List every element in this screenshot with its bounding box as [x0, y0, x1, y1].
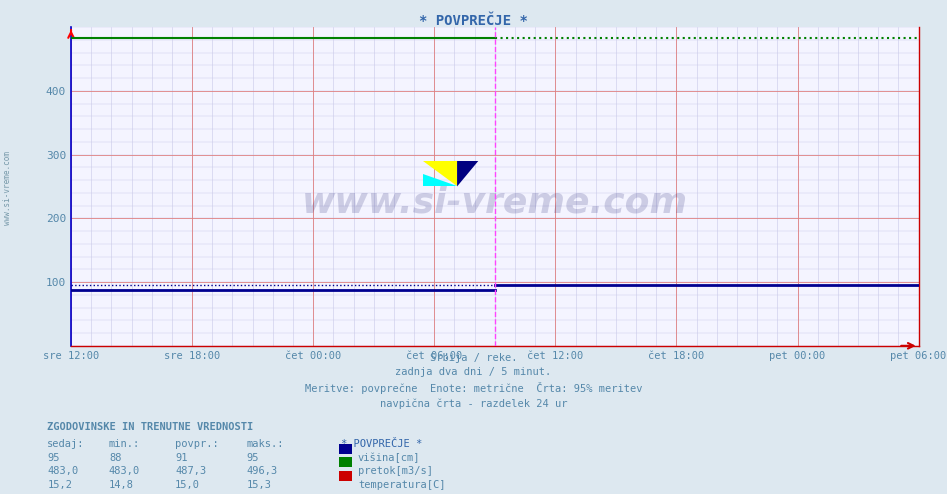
Text: sedaj:: sedaj: [47, 439, 85, 449]
Text: 487,3: 487,3 [175, 466, 206, 476]
Text: 15,2: 15,2 [47, 480, 72, 490]
Text: 88: 88 [109, 453, 121, 463]
Text: 95: 95 [246, 453, 259, 463]
Polygon shape [457, 161, 478, 186]
Text: višina[cm]: višina[cm] [358, 453, 420, 463]
Text: povpr.:: povpr.: [175, 439, 219, 449]
Text: Srbija / reke.
zadnja dva dni / 5 minut.
Meritve: povprečne  Enote: metrične  Čr: Srbija / reke. zadnja dva dni / 5 minut.… [305, 353, 642, 409]
Polygon shape [423, 174, 457, 186]
Text: 496,3: 496,3 [246, 466, 277, 476]
Text: min.:: min.: [109, 439, 140, 449]
Text: 95: 95 [47, 453, 60, 463]
Text: maks.:: maks.: [246, 439, 284, 449]
Text: ZGODOVINSKE IN TRENUTNE VREDNOSTI: ZGODOVINSKE IN TRENUTNE VREDNOSTI [47, 422, 254, 432]
Text: temperatura[C]: temperatura[C] [358, 480, 445, 490]
Text: * POVPREČJE *: * POVPREČJE * [420, 14, 527, 28]
Polygon shape [423, 161, 457, 186]
Text: 483,0: 483,0 [109, 466, 140, 476]
Text: 15,0: 15,0 [175, 480, 200, 490]
Text: 14,8: 14,8 [109, 480, 134, 490]
Text: * POVPREČJE *: * POVPREČJE * [341, 439, 422, 449]
Text: www.si-vreme.com: www.si-vreme.com [302, 185, 688, 219]
Text: www.si-vreme.com: www.si-vreme.com [3, 151, 12, 225]
Text: pretok[m3/s]: pretok[m3/s] [358, 466, 433, 476]
Text: 483,0: 483,0 [47, 466, 79, 476]
Text: 91: 91 [175, 453, 188, 463]
Text: 15,3: 15,3 [246, 480, 271, 490]
